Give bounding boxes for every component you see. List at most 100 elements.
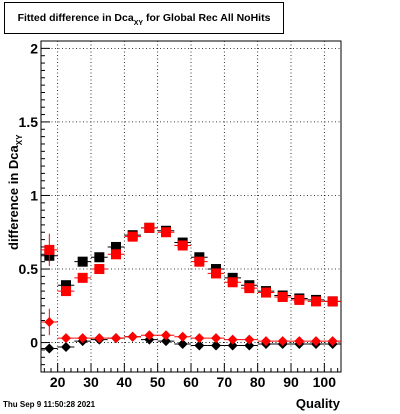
- diamond-marker: [327, 336, 338, 347]
- y-tick-label: 1.5: [19, 114, 39, 130]
- square-marker: [161, 227, 171, 238]
- data-point: [141, 222, 158, 233]
- axes-layer: 20 30 40 50 60 70 80 90 100 0 0.5 1 1.5 2: [19, 40, 342, 390]
- data-point: [307, 296, 325, 307]
- y-tick-label: 0: [30, 335, 38, 351]
- data-point: [91, 264, 108, 275]
- diamond-marker: [161, 330, 171, 341]
- x-tick-label: 70: [217, 374, 233, 390]
- data-point: [207, 340, 225, 351]
- data-point: [41, 233, 58, 267]
- square-marker: [194, 256, 205, 267]
- data-point: [41, 308, 58, 336]
- data-point: [91, 333, 108, 344]
- chart-title-main: Fitted difference in Dca: [17, 12, 134, 24]
- diamond-marker: [277, 336, 288, 347]
- diamond-marker: [161, 336, 171, 347]
- data-point: [74, 272, 91, 283]
- diamond-marker: [194, 333, 205, 344]
- square-marker: [77, 272, 88, 283]
- y-tick-label: 2: [30, 40, 38, 56]
- diamond-marker: [211, 333, 221, 344]
- square-marker: [111, 249, 121, 260]
- data-point: [191, 256, 208, 267]
- data-point: [224, 277, 241, 288]
- x-tick-label: 40: [117, 374, 133, 390]
- data-point: [157, 227, 175, 238]
- data-point: [291, 336, 308, 347]
- diamond-marker: [244, 334, 255, 345]
- square-marker: [244, 283, 255, 294]
- data-point: [191, 340, 208, 351]
- y-axis-title-main: difference in Dca: [6, 144, 21, 250]
- diamond-marker: [211, 340, 221, 351]
- data-point: [74, 333, 91, 344]
- square-marker: [327, 296, 338, 307]
- diamond-marker: [244, 340, 255, 351]
- chart-title: Fitted difference in DcaXY for Global Re…: [4, 2, 284, 34]
- chart-title-suffix: for Global Rec All NoHits: [143, 12, 271, 24]
- diamond-marker: [44, 343, 55, 354]
- data-point: [174, 240, 191, 251]
- square-marker: [277, 291, 288, 302]
- data-point: [57, 286, 75, 297]
- diamond-marker: [111, 333, 121, 344]
- x-tick-label: 100: [313, 374, 337, 390]
- diamond-marker: [44, 316, 55, 327]
- data-point: [107, 241, 125, 252]
- x-tick-label: 30: [83, 374, 99, 390]
- data-point: [207, 268, 225, 279]
- square-marker: [77, 256, 88, 267]
- data-point: [291, 294, 308, 305]
- diamond-marker: [61, 341, 71, 352]
- data-point: [157, 330, 175, 341]
- data-layer: [41, 222, 341, 354]
- data-point: [141, 330, 158, 341]
- diamond-marker: [311, 336, 321, 347]
- y-tick-label: 0.5: [19, 261, 39, 277]
- data-point: [107, 333, 125, 344]
- x-axis-title: Quality: [295, 396, 340, 411]
- square-marker: [44, 244, 55, 255]
- data-point: [107, 249, 125, 260]
- diamond-marker: [177, 331, 188, 342]
- data-point: [57, 333, 75, 344]
- data-point: [57, 341, 75, 352]
- data-point: [74, 256, 91, 267]
- diamond-marker: [127, 331, 138, 342]
- y-axis-title: difference in DcaXY: [6, 134, 24, 250]
- diamond-marker: [194, 340, 205, 351]
- data-point: [257, 336, 275, 347]
- data-point: [241, 334, 258, 345]
- data-point: [191, 333, 208, 344]
- diamond-marker: [177, 339, 188, 350]
- square-marker: [311, 296, 321, 307]
- x-tick-label: 80: [250, 374, 266, 390]
- square-marker: [294, 294, 305, 305]
- data-point: [224, 334, 241, 345]
- x-tick-label: 20: [50, 374, 66, 390]
- data-point: [257, 287, 275, 298]
- square-marker: [111, 241, 121, 252]
- data-point: [324, 296, 341, 307]
- grid-layer: [41, 41, 341, 372]
- diamond-marker: [227, 334, 238, 345]
- timestamp: Thu Sep 9 11:50:28 2021: [3, 400, 96, 409]
- data-point: [41, 343, 58, 354]
- data-point: [124, 331, 141, 342]
- diamond-marker: [94, 333, 105, 344]
- data-point: [241, 340, 258, 351]
- chart-title-subscript: XY: [133, 20, 144, 27]
- data-point: [324, 336, 341, 347]
- square-marker: [177, 240, 188, 251]
- square-marker: [61, 280, 71, 291]
- data-point: [174, 339, 191, 350]
- data-point: [124, 231, 141, 242]
- square-marker: [227, 277, 238, 288]
- diamond-marker: [227, 340, 238, 351]
- x-tick-label: 60: [183, 374, 199, 390]
- square-marker: [211, 268, 221, 279]
- diamond-marker: [61, 333, 71, 344]
- square-marker: [144, 222, 155, 233]
